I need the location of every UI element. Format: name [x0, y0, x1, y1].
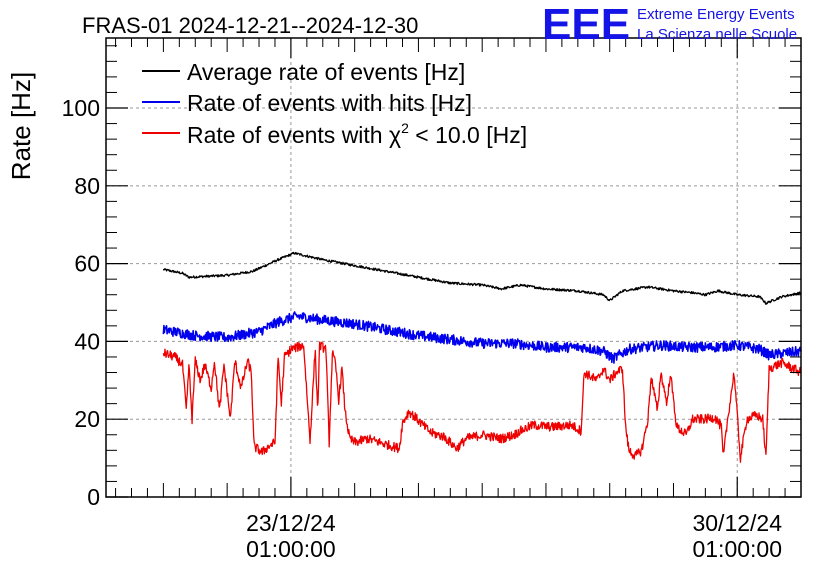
y-axis-label: Rate [Hz]: [6, 72, 36, 180]
y-tick-label-80: 80: [74, 173, 100, 199]
legend-chi-label-pre: Rate of events with χ: [187, 122, 401, 148]
x-tick-time-1: 01:00:00: [692, 536, 782, 562]
brand-line-1: Extreme Energy Events: [637, 6, 795, 23]
chart-title: FRAS-01 2024-12-21--2024-12-30: [82, 13, 418, 38]
y-tick-label-100: 100: [62, 95, 100, 121]
gridlines: [106, 38, 801, 497]
legend-chi-label-post: < 10.0 [Hz]: [409, 122, 527, 148]
legend-chi-label: Rate of events with χ2 < 10.0 [Hz]: [187, 120, 527, 148]
series-lines: [162, 251, 802, 463]
eee-logo: EEE: [542, 0, 630, 49]
x-tick-date-1: 30/12/24: [692, 510, 782, 536]
brand-line-2: La Scienza nelle Scuole: [637, 26, 797, 43]
series-line-chi: [162, 341, 802, 463]
plot-frame: [105, 37, 802, 498]
legend-hits-label: Rate of events with hits [Hz]: [187, 90, 472, 116]
x-tick-date-0: 23/12/24: [246, 510, 336, 536]
series-line-avg: [162, 251, 802, 305]
legend-avg-label: Average rate of events [Hz]: [187, 59, 465, 85]
axis-ticks: 02040608010023/12/2401:00:0030/12/2401:0…: [62, 38, 802, 562]
legend: Average rate of events [Hz] Rate of even…: [142, 59, 527, 148]
y-tick-label-40: 40: [74, 328, 100, 354]
legend-chi-label-sup: 2: [401, 120, 409, 136]
x-tick-time-0: 01:00:00: [246, 536, 336, 562]
y-tick-label-20: 20: [74, 406, 100, 432]
y-tick-label-0: 0: [87, 484, 100, 510]
series-line-hits: [162, 311, 802, 364]
y-tick-label-60: 60: [74, 251, 100, 277]
